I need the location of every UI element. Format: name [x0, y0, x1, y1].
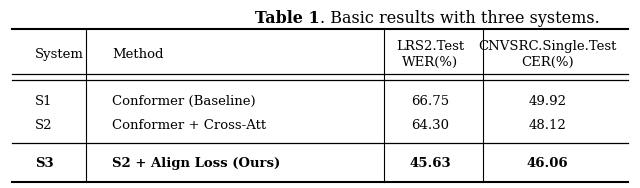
Text: System: System	[35, 48, 84, 61]
Text: CNVSRC.Single.Test
CER(%): CNVSRC.Single.Test CER(%)	[478, 40, 616, 69]
Text: 49.92: 49.92	[528, 95, 566, 108]
Text: Conformer + Cross-Att: Conformer + Cross-Att	[112, 119, 266, 133]
Text: 66.75: 66.75	[411, 95, 449, 108]
Text: S2 + Align Loss (Ours): S2 + Align Loss (Ours)	[112, 157, 280, 170]
Text: 46.06: 46.06	[526, 157, 568, 170]
Text: S3: S3	[35, 157, 54, 170]
Text: 48.12: 48.12	[529, 119, 566, 133]
Text: Method: Method	[112, 48, 163, 61]
Text: S1: S1	[35, 95, 52, 108]
Text: 45.63: 45.63	[409, 157, 451, 170]
Text: S2: S2	[35, 119, 52, 133]
Text: Conformer (Baseline): Conformer (Baseline)	[112, 95, 255, 108]
Text: . Basic results with three systems.: . Basic results with three systems.	[320, 10, 600, 27]
Text: Table 1: Table 1	[255, 10, 320, 27]
Text: LRS2.Test
WER(%): LRS2.Test WER(%)	[396, 40, 464, 69]
Text: 64.30: 64.30	[411, 119, 449, 133]
